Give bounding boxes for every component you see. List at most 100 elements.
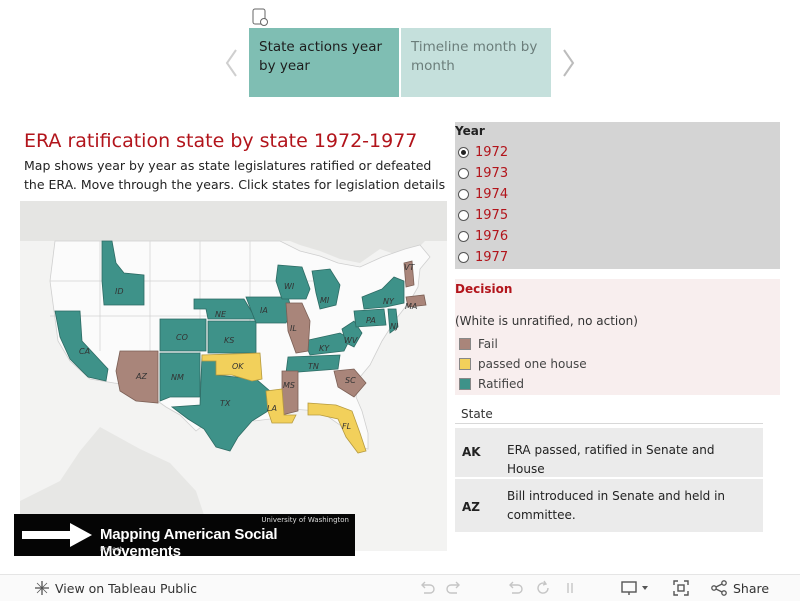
- svg-text:WV: WV: [344, 336, 358, 345]
- year-option-1973[interactable]: 1973: [458, 163, 508, 183]
- state-ok: [201, 352, 263, 382]
- pause-icon[interactable]: [561, 579, 579, 597]
- svg-text:NM: NM: [171, 373, 184, 382]
- radio-icon[interactable]: [458, 251, 469, 263]
- svg-text:WI: WI: [284, 282, 295, 291]
- svg-text:IL: IL: [290, 324, 297, 333]
- fullscreen-icon[interactable]: [672, 579, 690, 597]
- table-header-state: State: [461, 407, 493, 421]
- svg-text:KY: KY: [319, 344, 330, 353]
- decision-legend: Decision (White is unratified, no action…: [455, 279, 780, 395]
- svg-text:KS: KS: [224, 336, 234, 345]
- banner-university: University of Washington: [261, 516, 349, 524]
- state-pa: [353, 308, 387, 328]
- state-sc: [333, 368, 367, 398]
- svg-text:CA: CA: [79, 347, 90, 356]
- year-option-1976[interactable]: 1976: [458, 226, 508, 246]
- state-ky: [303, 332, 351, 356]
- legend-item-fail[interactable]: Fail: [459, 336, 498, 352]
- share-icon[interactable]: [710, 579, 728, 597]
- state-nj: [387, 308, 399, 334]
- svg-text:MS: MS: [283, 381, 295, 390]
- svg-text:TX: TX: [220, 399, 231, 408]
- svg-text:NJ: NJ: [390, 322, 399, 331]
- radio-icon[interactable]: [458, 230, 469, 242]
- download-icon[interactable]: [620, 579, 652, 597]
- arrow-right-icon: [22, 523, 94, 551]
- state-vt: [403, 260, 415, 288]
- project-banner[interactable]: University of Washington Mapping America…: [14, 514, 355, 560]
- radio-icon[interactable]: [458, 188, 469, 200]
- state-wv: [341, 320, 363, 348]
- table-divider: [455, 423, 763, 424]
- svg-text:TN: TN: [308, 362, 319, 371]
- svg-text:CO: CO: [176, 333, 188, 342]
- swatch-one-house: [459, 358, 471, 370]
- swatch-ratified: [459, 378, 471, 390]
- story-page-icon: [252, 8, 268, 26]
- year-filter: Year 1972 1973 1974 1975 1976 1977: [455, 122, 780, 269]
- svg-text:PA: PA: [366, 316, 376, 325]
- tab-timeline[interactable]: Timeline month by month: [401, 28, 551, 97]
- legend-item-one-house[interactable]: passed one house: [459, 356, 587, 372]
- banner-title: Mapping American Social Movements: [100, 526, 278, 560]
- svg-text:MA: MA: [405, 302, 417, 311]
- year-option-1972[interactable]: 1972: [458, 142, 508, 162]
- state-mi: [311, 268, 341, 310]
- radio-selected-icon[interactable]: [458, 146, 469, 158]
- state-ca: [54, 310, 109, 382]
- state-la: [265, 388, 297, 424]
- year-option-1974[interactable]: 1974: [458, 184, 508, 204]
- state-il: [285, 302, 311, 354]
- svg-text:AZ: AZ: [135, 372, 147, 381]
- state-ny: [361, 276, 405, 310]
- svg-text:NE: NE: [215, 310, 227, 319]
- year-option-1975[interactable]: 1975: [458, 205, 508, 225]
- share-button[interactable]: Share: [733, 581, 770, 596]
- year-filter-label: Year: [455, 124, 485, 138]
- state-tn: [285, 354, 341, 374]
- state-id: [101, 240, 145, 306]
- row-detail: ERA passed, ratified in Senate and House: [507, 443, 715, 476]
- redo-icon[interactable]: [445, 579, 463, 597]
- legend-item-ratified[interactable]: Ratified: [459, 376, 524, 392]
- view-on-tableau-link[interactable]: View on Tableau Public: [55, 581, 198, 596]
- legend-note: (White is unratified, no action): [455, 314, 638, 328]
- state-wi: [275, 264, 311, 300]
- legend-title: Decision: [455, 282, 513, 296]
- tab-state-actions[interactable]: State actions year by year: [249, 28, 399, 97]
- state-ma: [405, 294, 427, 308]
- previous-arrow-icon[interactable]: [224, 46, 238, 80]
- table-row[interactable]: AK ERA passed, ratified in Senate and Ho…: [455, 428, 763, 477]
- refresh-icon[interactable]: [534, 579, 552, 597]
- state-fl: [307, 402, 367, 454]
- svg-text:OK: OK: [232, 362, 244, 371]
- svg-text:VT: VT: [404, 263, 415, 272]
- next-arrow-icon[interactable]: [562, 46, 576, 80]
- year-option-1977[interactable]: 1977: [458, 247, 508, 267]
- radio-icon[interactable]: [458, 209, 469, 221]
- svg-text:SC: SC: [345, 376, 356, 385]
- state-az: [115, 350, 159, 404]
- table-row[interactable]: AZ Bill introduced in Senate and held in…: [455, 479, 763, 532]
- state-nm: [159, 352, 201, 402]
- page-title: ERA ratification state by state 1972-197…: [24, 130, 418, 152]
- bottom-toolbar: View on Tableau Public Share: [0, 574, 800, 601]
- page-subtitle: Map shows year by year as state legislat…: [24, 158, 446, 192]
- svg-text:MI: MI: [320, 296, 330, 305]
- svg-text:FL: FL: [342, 422, 351, 431]
- row-state: AK: [462, 445, 481, 459]
- svg-text:NY: NY: [383, 297, 395, 306]
- row-state: AZ: [462, 500, 480, 514]
- state-map[interactable]: CA ID AZ CO NM NE KS OK TX IA WI MI IL KY TN MS LA S…: [20, 201, 447, 551]
- tableau-logo-icon[interactable]: [33, 579, 51, 597]
- svg-text:IA: IA: [260, 306, 268, 315]
- revert-icon[interactable]: [506, 579, 524, 597]
- radio-icon[interactable]: [458, 167, 469, 179]
- row-detail: Bill introduced in Senate and held in co…: [507, 489, 726, 522]
- banner-project: Project: [100, 545, 123, 553]
- undo-icon[interactable]: [418, 579, 436, 597]
- svg-text:LA: LA: [267, 404, 277, 413]
- svg-text:ID: ID: [115, 287, 124, 296]
- swatch-fail: [459, 338, 471, 350]
